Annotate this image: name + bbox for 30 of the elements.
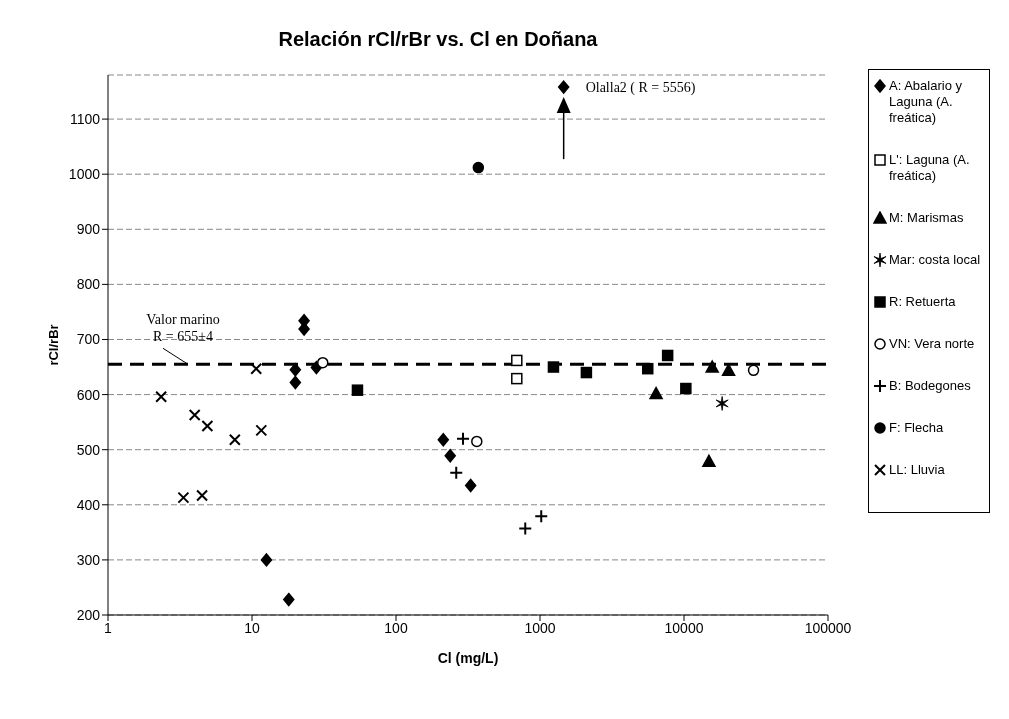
x-tick-label: 1000: [524, 619, 556, 636]
legend-label: R: Retuerta: [889, 294, 956, 310]
legend-label: L': Laguna (A. freática): [889, 152, 971, 184]
y-tick-label: 200: [76, 606, 101, 623]
legend-label: A: Abalario y Laguna (A. freática): [889, 78, 963, 126]
annotation: Olalla2 ( R = 5556): [585, 80, 696, 97]
legend-label: Mar: costa local: [889, 252, 981, 268]
x-tick-label: 10: [244, 619, 260, 636]
chart-title: Relación rCl/rBr vs. Cl en Doñana: [277, 28, 599, 51]
legend-label: F: Flecha: [889, 420, 944, 436]
y-tick-label: 900: [76, 221, 101, 238]
y-tick-label: 300: [76, 551, 101, 568]
y-tick-label: 1000: [68, 166, 101, 183]
y-tick-label: 600: [76, 386, 101, 403]
y-axis-title: rCl/rBr: [45, 324, 61, 366]
x-tick-label: 10000: [664, 619, 704, 636]
legend-label: LL: Lluvia: [889, 462, 945, 478]
x-tick-label: 100: [384, 619, 408, 636]
y-tick-label: 1100: [69, 111, 101, 128]
y-tick-label: 700: [76, 331, 101, 348]
x-tick-label: 1: [104, 619, 113, 636]
x-tick-label: 100000: [804, 619, 852, 636]
legend-label: B: Bodegones: [889, 378, 971, 394]
y-tick-label: 500: [76, 441, 101, 458]
ref-line-label: Valor marino R = 655±4: [146, 312, 220, 345]
x-axis-title: Cl (mg/L): [437, 649, 499, 666]
legend-label: VN: Vera norte: [889, 336, 975, 352]
legend-label: M: Marismas: [889, 210, 964, 226]
y-tick-label: 800: [76, 276, 101, 293]
y-tick-label: 400: [76, 496, 101, 513]
